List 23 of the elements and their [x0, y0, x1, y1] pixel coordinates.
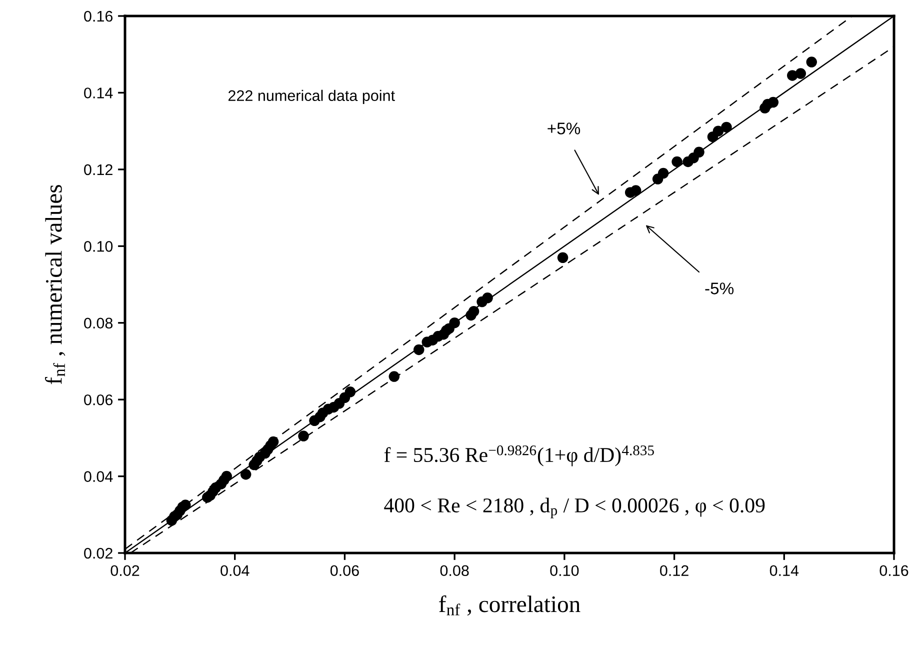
x-tick-label: 0.02 — [110, 565, 140, 576]
annotation: 222 numerical data point — [228, 90, 395, 104]
y-tick-label: 0.12 — [84, 164, 112, 176]
y-axis-title: f$_{nf}$ , numerical values — [45, 185, 66, 384]
y-tick-label: 0.10 — [84, 241, 113, 252]
annotation: 400 < Re < 2180 , d$_{p}$ / D < 0.00026 , φ < 0.09 — [384, 498, 765, 518]
y-tick-label: 0.16 — [84, 10, 113, 22]
x-tick-label: 0.06 — [330, 565, 359, 576]
x-tick-label: 0.12 — [660, 565, 688, 576]
y-tick-label: 0.14 — [84, 88, 113, 98]
x-tick-label: 0.16 — [880, 565, 908, 576]
x-tick-label: 0.04 — [220, 565, 250, 576]
y-tick-label: 0.08 — [84, 318, 113, 329]
annotation: -5% — [705, 282, 734, 294]
y-tick-label: 0.02 — [84, 548, 112, 559]
x-tick-label: 0.14 — [770, 565, 799, 576]
x-axis-title: f$_{nf}$ , correlation — [439, 595, 580, 616]
y-tick-label: 0.04 — [84, 471, 113, 482]
x-tick-label: 0.08 — [440, 565, 469, 576]
annotation: f = 55.36 Re$^{−0.9826}$(1+φ d/D)$^{4.835}$ — [384, 445, 654, 466]
annotation: +5% — [548, 122, 580, 134]
y-tick-label: 0.06 — [84, 394, 113, 406]
x-tick-label: 0.10 — [550, 565, 579, 576]
